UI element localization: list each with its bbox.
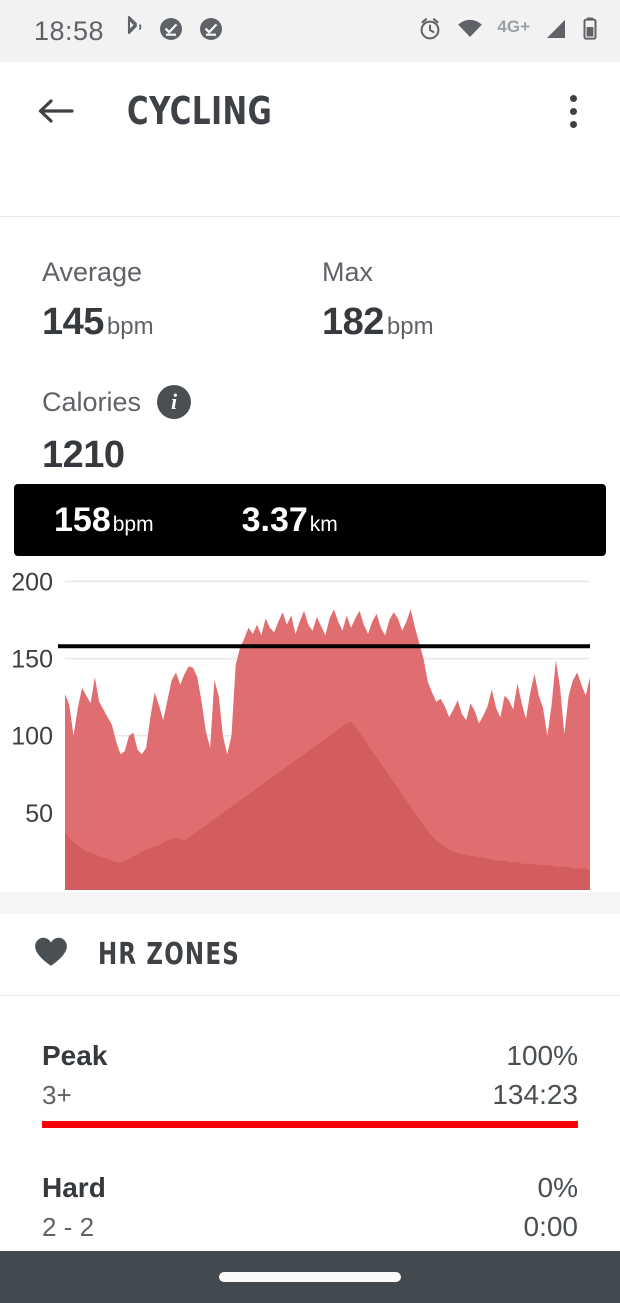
heart-rate-section-title: HEART RATE xyxy=(92,160,255,162)
more-vert-icon xyxy=(569,94,577,102)
zone-hard-percent: 0% xyxy=(537,1172,578,1203)
check-circle-icon xyxy=(198,16,224,47)
heart-icon xyxy=(30,160,64,163)
more-vert-icon xyxy=(569,107,577,115)
tooltip-distance-value: 3.37 xyxy=(241,501,308,539)
status-bar: 18:58 xyxy=(0,0,620,62)
heart-rate-section-header-inner: HEART RATE xyxy=(30,160,283,163)
hr-stats-row: Average 145 bpm Max 182 bpm xyxy=(0,257,620,342)
zone-peak-bar-fill xyxy=(42,1121,578,1128)
max-hr-value-group: 182 bpm xyxy=(322,303,602,341)
calories-label-group: Calories i xyxy=(42,385,322,419)
chart-y-tick: 200 xyxy=(11,568,53,596)
zone-row-peak[interactable]: Peak 100% 3+ 134:23 xyxy=(0,996,620,1128)
zone-peak-range: 3+ xyxy=(42,1080,72,1110)
wifi-icon xyxy=(456,18,484,45)
overflow-menu-button[interactable] xyxy=(550,85,596,137)
heart-rate-section-header[interactable]: HEART RATE xyxy=(0,160,620,217)
zone-peak-name: Peak xyxy=(42,1040,108,1071)
chart-y-tick: 150 xyxy=(11,646,53,674)
elevation-area-series xyxy=(65,721,590,890)
tooltip-hr-value: 158 xyxy=(54,501,111,539)
tooltip-hr: 158bpm xyxy=(54,503,154,537)
zone-hard-main-line: Hard 0% xyxy=(42,1172,578,1204)
bluetooth-connected-icon xyxy=(122,15,144,48)
signal-icon xyxy=(543,18,569,45)
calories-row: Calories i 1210 xyxy=(0,385,620,474)
heart-rate-chart-svg[interactable]: 200 150 100 50 xyxy=(0,556,620,892)
stats-panel: Average 145 bpm Max 182 bpm Calories i 121… xyxy=(0,217,620,474)
average-hr-stat: Average 145 bpm xyxy=(42,257,322,342)
max-hr-value: 182 xyxy=(322,301,384,343)
heart-icon xyxy=(33,935,69,974)
chart-y-tick: 100 xyxy=(11,723,53,751)
page-title: CYCLING xyxy=(127,89,273,133)
info-icon[interactable]: i xyxy=(157,385,192,419)
section-divider-band xyxy=(0,892,620,914)
more-vert-icon xyxy=(569,120,577,128)
gesture-pill[interactable] xyxy=(219,1272,401,1282)
heart-rate-chart[interactable]: 200 150 100 50 xyxy=(0,556,620,892)
zone-row-hard[interactable]: Hard 0% 2 - 2 0:00 xyxy=(0,1128,620,1260)
calories-label: Calories xyxy=(42,386,142,417)
max-hr-stat: Max 182 bpm xyxy=(322,257,602,342)
average-hr-label: Average xyxy=(42,257,143,287)
tooltip-distance: 3.37km xyxy=(242,503,338,537)
alarm-icon xyxy=(417,16,443,47)
status-right-icons: 4G+ xyxy=(417,16,598,47)
battery-icon xyxy=(582,16,598,47)
average-hr-unit: bpm xyxy=(106,313,154,340)
zone-peak-duration: 134:23 xyxy=(492,1079,578,1110)
app-bar: CYCLING xyxy=(0,62,620,160)
hr-zones-title: HR ZONES xyxy=(98,937,240,972)
zone-peak-bar-track xyxy=(42,1121,578,1128)
chart-tooltip: 158bpm 3.37km xyxy=(14,484,606,556)
tooltip-distance-unit: km xyxy=(309,513,338,536)
zone-peak-main-line: Peak 100% xyxy=(42,1040,578,1072)
network-type-label: 4G+ xyxy=(497,16,530,36)
zone-peak-percent: 100% xyxy=(506,1040,578,1071)
hr-zones-list: Peak 100% 3+ 134:23 Hard 0% 2 - 2 0:00 xyxy=(0,996,620,1260)
hr-zones-section-header[interactable]: HR ZONES xyxy=(0,914,620,996)
average-hr-value: 145 xyxy=(42,301,104,343)
zone-hard-range: 2 - 2 xyxy=(42,1212,95,1242)
max-hr-unit: bpm xyxy=(386,313,434,340)
chart-y-tick: 50 xyxy=(25,800,53,828)
average-hr-value-group: 145 bpm xyxy=(42,303,322,341)
zone-peak-sub-line: 3+ 134:23 xyxy=(42,1079,578,1111)
max-hr-label: Max xyxy=(322,257,374,287)
calories-value: 1210 xyxy=(42,434,125,476)
arrow-back-icon xyxy=(38,99,74,123)
status-time: 18:58 xyxy=(34,15,105,46)
zone-hard-name: Hard xyxy=(42,1172,106,1203)
zone-hard-duration: 0:00 xyxy=(523,1211,579,1242)
back-button[interactable] xyxy=(30,85,82,137)
tooltip-hr-unit: bpm xyxy=(112,513,154,536)
calories-stat: Calories i 1210 xyxy=(42,385,322,474)
zone-hard-sub-line: 2 - 2 0:00 xyxy=(42,1211,578,1243)
status-left-icons xyxy=(122,15,224,48)
check-circle-icon xyxy=(158,16,184,47)
calories-value-group: 1210 xyxy=(42,436,322,474)
android-nav-bar xyxy=(0,1251,620,1303)
